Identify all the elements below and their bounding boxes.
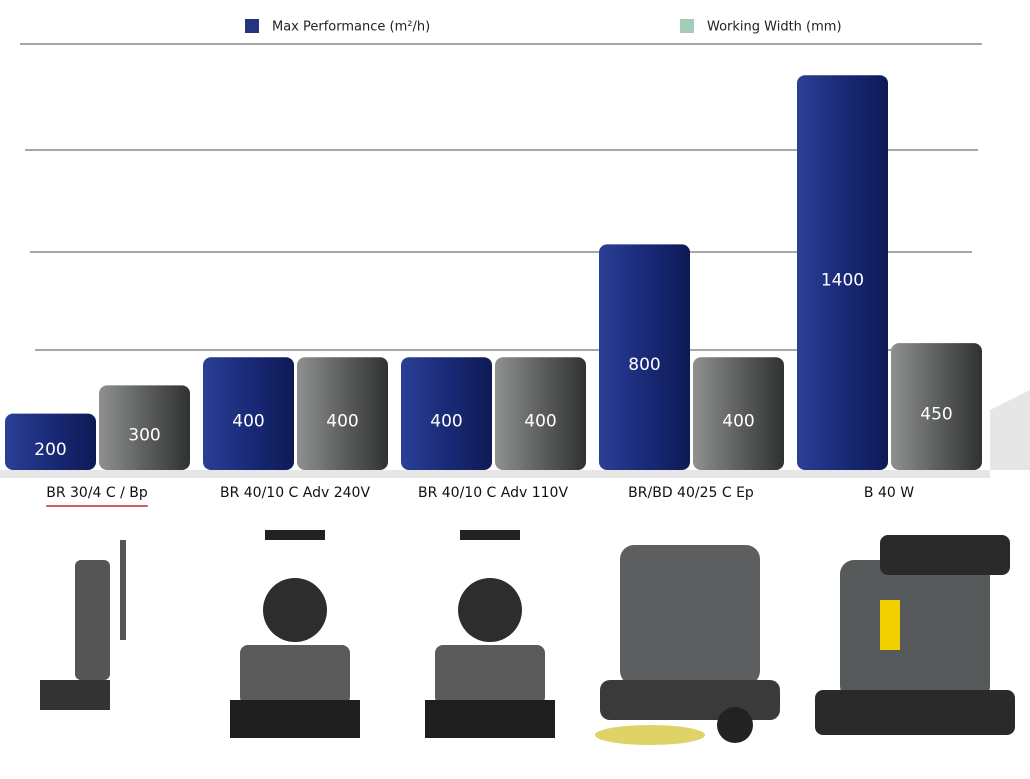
product-image [40, 540, 126, 710]
product-images [40, 530, 1015, 745]
value-label: 400 [524, 412, 556, 432]
value-label: 400 [232, 412, 264, 432]
category-label: BR 40/10 C Adv 240V [220, 485, 370, 501]
bar [99, 385, 190, 470]
product-image [595, 545, 780, 745]
bar [891, 343, 982, 470]
legend-label: Working Width (mm) [707, 20, 842, 35]
product-image [230, 530, 360, 738]
category-label: BR/BD 40/25 C Ep [628, 485, 754, 501]
bar [797, 75, 888, 470]
bar [297, 357, 388, 470]
bar [495, 357, 586, 470]
value-label: 450 [920, 405, 952, 425]
bar [5, 413, 96, 470]
value-label: 800 [628, 355, 660, 375]
product-image [815, 535, 1015, 735]
bar [599, 244, 690, 470]
value-label: 1400 [821, 271, 864, 291]
product-image [425, 530, 555, 738]
value-label: 200 [34, 440, 66, 460]
bar [203, 357, 294, 470]
category-label: B 40 W [864, 485, 914, 501]
value-label: 400 [430, 412, 462, 432]
bar [401, 357, 492, 470]
value-label: 400 [722, 412, 754, 432]
category-label[interactable]: BR 30/4 C / Bp [46, 485, 148, 501]
value-label: 300 [128, 426, 160, 446]
legend-label: Max Performance (m²/h) [272, 20, 430, 35]
value-label: 400 [326, 412, 358, 432]
legend-swatch [245, 19, 259, 33]
legend-swatch [680, 19, 694, 33]
bar [693, 357, 784, 470]
category-label: BR 40/10 C Adv 110V [418, 485, 568, 501]
